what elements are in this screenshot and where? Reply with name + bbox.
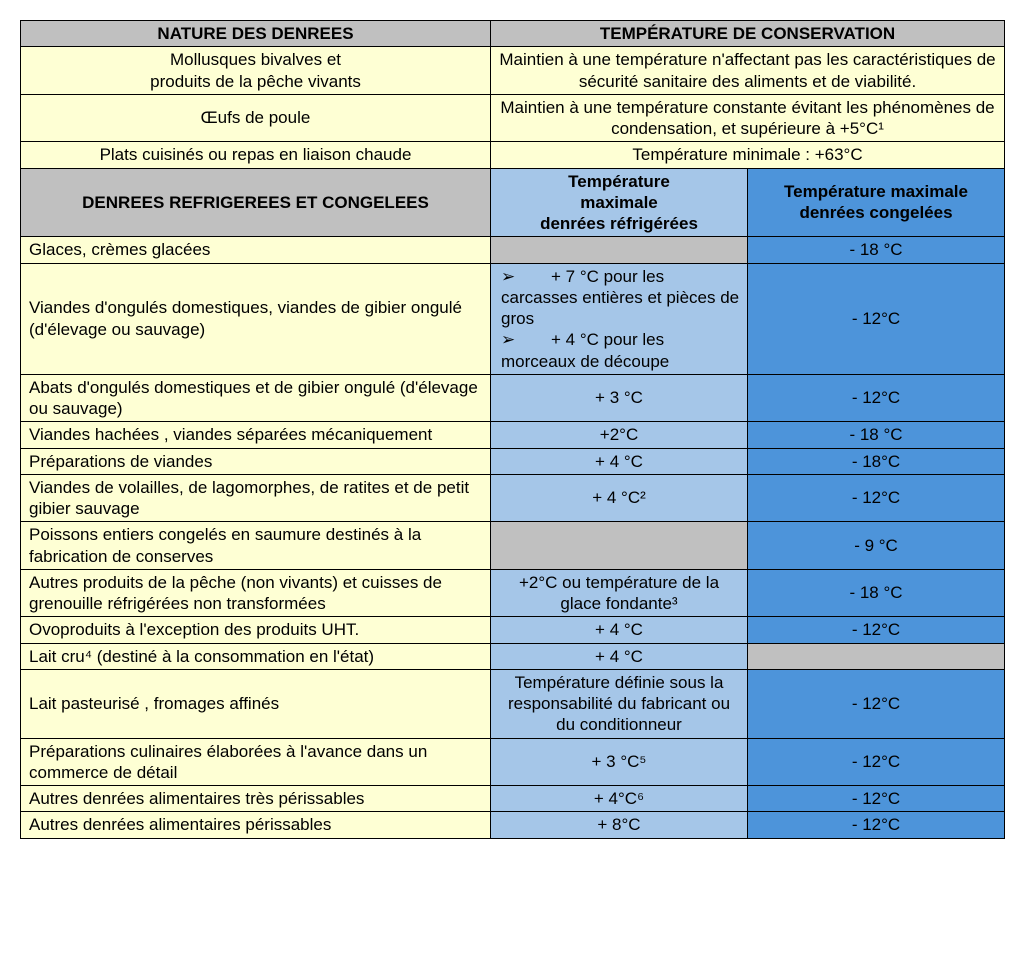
food-label: Autres denrées alimentaires très périssa… — [21, 786, 491, 812]
temp-congel: - 18 °C — [748, 237, 1005, 263]
table-row: Plats cuisinés ou repas en liaison chaud… — [21, 142, 1005, 168]
header-temp-refrig: Températuremaximaledenrées réfrigérées — [491, 168, 748, 237]
temp-refrig: +2°C ou température de la glace fondante… — [491, 569, 748, 617]
temp-refrig: Température définie sous la responsabili… — [491, 669, 748, 738]
temp-refrig-blank — [491, 522, 748, 570]
food-label: Lait cru⁴ (destiné à la consommation en … — [21, 643, 491, 669]
table-row: Mollusques bivalves etproduits de la pêc… — [21, 47, 1005, 95]
food-label: Préparations culinaires élaborées à l'av… — [21, 738, 491, 786]
temp-refrig: + 3 °C — [491, 374, 748, 422]
temp-refrig: + 4 °C² — [491, 474, 748, 522]
food-label: Œufs de poule — [21, 94, 491, 142]
header-temperature: TEMPÉRATURE DE CONSERVATION — [491, 21, 1005, 47]
table-row: NATURE DES DENREESTEMPÉRATURE DE CONSERV… — [21, 21, 1005, 47]
table-row: Préparations de viandes+ 4 °C- 18°C — [21, 448, 1005, 474]
table-row: Œufs de pouleMaintien à une température … — [21, 94, 1005, 142]
food-label: Viandes d'ongulés domestiques, viandes d… — [21, 263, 491, 374]
food-label: Autres produits de la pêche (non vivants… — [21, 569, 491, 617]
temp-congel: - 12°C — [748, 669, 1005, 738]
temp-value: Maintien à une température constante évi… — [491, 94, 1005, 142]
temp-congel: - 18°C — [748, 448, 1005, 474]
temp-value: Maintien à une température n'affectant p… — [491, 47, 1005, 95]
food-label: Lait pasteurisé , fromages affinés — [21, 669, 491, 738]
temp-congel: - 12°C — [748, 263, 1005, 374]
temp-refrig: + 4 °C — [491, 448, 748, 474]
table-row: Autres denrées alimentaires périssables+… — [21, 812, 1005, 838]
temp-congel: - 12°C — [748, 812, 1005, 838]
temp-congel: - 12°C — [748, 738, 1005, 786]
food-label: Préparations de viandes — [21, 448, 491, 474]
temp-refrig: + 8°C — [491, 812, 748, 838]
header-refrig-congel: DENREES REFRIGEREES ET CONGELEES — [21, 168, 491, 237]
food-label: Viandes hachées , viandes séparées mécan… — [21, 422, 491, 448]
table-row: Préparations culinaires élaborées à l'av… — [21, 738, 1005, 786]
table-row: Autres produits de la pêche (non vivants… — [21, 569, 1005, 617]
temp-congel: - 12°C — [748, 617, 1005, 643]
temp-refrig-blank — [491, 237, 748, 263]
temp-congel: - 12°C — [748, 374, 1005, 422]
table-row: Autres denrées alimentaires très périssa… — [21, 786, 1005, 812]
temp-congel: - 9 °C — [748, 522, 1005, 570]
temp-congel: - 18 °C — [748, 569, 1005, 617]
food-label: Viandes de volailles, de lagomorphes, de… — [21, 474, 491, 522]
table-row: Glaces, crèmes glacées - 18 °C — [21, 237, 1005, 263]
temp-value: Température minimale : +63°C — [491, 142, 1005, 168]
temp-congel: - 12°C — [748, 474, 1005, 522]
food-label: Poissons entiers congelés en saumure des… — [21, 522, 491, 570]
table-row: DENREES REFRIGEREES ET CONGELEESTempérat… — [21, 168, 1005, 237]
temp-refrig: +2°C — [491, 422, 748, 448]
temp-refrig: + 4 °C — [491, 617, 748, 643]
table-row: Poissons entiers congelés en saumure des… — [21, 522, 1005, 570]
header-temp-congel: Température maximale denrées congelées — [748, 168, 1005, 237]
table-row: Lait cru⁴ (destiné à la consommation en … — [21, 643, 1005, 669]
table-row: Ovoproduits à l'exception des produits U… — [21, 617, 1005, 643]
food-label: Abats d'ongulés domestiques et de gibier… — [21, 374, 491, 422]
temp-congel-blank — [748, 643, 1005, 669]
table-row: Viandes d'ongulés domestiques, viandes d… — [21, 263, 1005, 374]
table-row: Abats d'ongulés domestiques et de gibier… — [21, 374, 1005, 422]
food-label: Mollusques bivalves etproduits de la pêc… — [21, 47, 491, 95]
temp-refrig: ➢+ 7 °C pour les carcasses entières et p… — [491, 263, 748, 374]
temp-refrig: + 4 °C — [491, 643, 748, 669]
food-label: Glaces, crèmes glacées — [21, 237, 491, 263]
conservation-table: NATURE DES DENREESTEMPÉRATURE DE CONSERV… — [20, 20, 1005, 839]
header-nature: NATURE DES DENREES — [21, 21, 491, 47]
temp-congel: - 12°C — [748, 786, 1005, 812]
food-label: Ovoproduits à l'exception des produits U… — [21, 617, 491, 643]
temp-congel: - 18 °C — [748, 422, 1005, 448]
table-row: Viandes hachées , viandes séparées mécan… — [21, 422, 1005, 448]
temp-refrig: + 3 °C⁵ — [491, 738, 748, 786]
food-label: Autres denrées alimentaires périssables — [21, 812, 491, 838]
temp-refrig: + 4°C⁶ — [491, 786, 748, 812]
food-label: Plats cuisinés ou repas en liaison chaud… — [21, 142, 491, 168]
table-row: Lait pasteurisé , fromages affinésTempér… — [21, 669, 1005, 738]
table-row: Viandes de volailles, de lagomorphes, de… — [21, 474, 1005, 522]
